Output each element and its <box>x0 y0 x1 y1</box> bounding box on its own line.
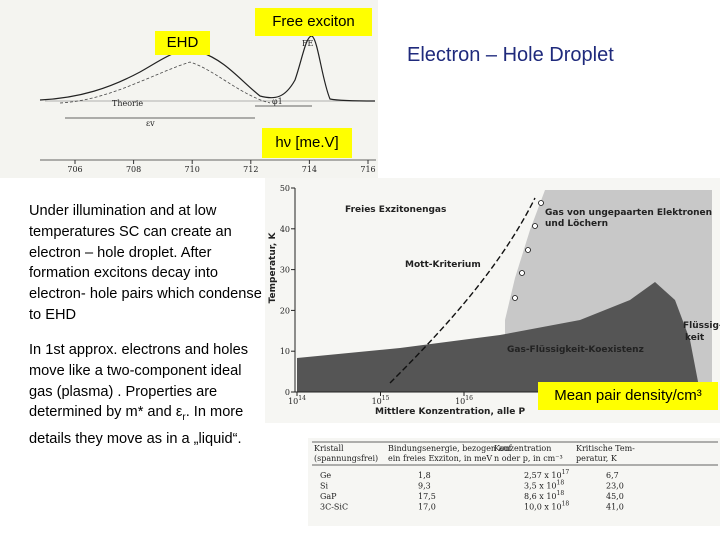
power-label: 3,5 x 1018 <box>524 480 564 491</box>
base: 10,0 x 10 <box>524 503 562 512</box>
table-header: Kritische Tem- <box>576 444 635 453</box>
base: 10 <box>455 397 465 406</box>
text: r <box>182 412 186 424</box>
base: 3,5 x 10 <box>524 482 557 491</box>
y-tick-label: 0 <box>285 388 290 397</box>
y-tick-label: 10 <box>280 347 290 356</box>
base: 8,6 x 10 <box>524 492 557 501</box>
x-tick-label: 714 <box>302 165 317 174</box>
y-tick-label: 50 <box>280 184 290 193</box>
base: 2,57 x 10 <box>524 471 562 480</box>
theory-label: Theorie <box>112 99 143 108</box>
spectrum-curve <box>39 35 376 102</box>
power-label: 8,6 x 1018 <box>524 490 564 501</box>
table-cell: 17,5 <box>418 492 436 501</box>
data-table: Kristall(spannungsfrei) Bindungsenergie, … <box>308 438 720 526</box>
table-cell: 9,3 <box>418 482 431 491</box>
free-exciton-callout: Free exciton <box>255 8 372 36</box>
table-header: Bindungsenergie, bezogen auf <box>388 444 513 453</box>
phi-label: φ1 <box>272 97 283 106</box>
table-header: n oder p, in cm⁻³ <box>494 454 563 463</box>
table-header: ein freies Exziton, in meV <box>388 454 492 463</box>
ehd-callout: EHD <box>155 31 210 55</box>
text: ε <box>175 404 183 421</box>
x-axis-label: Mittlere Konzentration, alle P <box>375 407 525 417</box>
table-cell: 6,7 <box>606 471 619 480</box>
table-header: Konzentration <box>494 444 551 453</box>
paragraph: Under illumination and at low temperatur… <box>29 203 262 323</box>
table-cell: 45,0 <box>606 492 624 501</box>
table-cell: Si <box>320 482 328 491</box>
table-cell: 3C-SiC <box>320 503 348 512</box>
power-label: 10,0 x 1018 <box>524 501 569 512</box>
exponent: 14 <box>298 395 306 402</box>
exponent: 18 <box>562 501 570 508</box>
region-label: Flüssig- <box>683 321 720 331</box>
region-label: Freies Exzitonengas <box>345 205 446 215</box>
table-cell: Ge <box>320 471 331 480</box>
region-label: und Löchern <box>545 219 608 229</box>
mott-label: Mott-Kriterium <box>405 260 481 270</box>
exponent: 17 <box>562 469 570 476</box>
table-header: Kristall <box>314 444 344 453</box>
point <box>512 295 518 301</box>
base: 10 <box>288 397 298 406</box>
text: In 1st approx. electrons and holes move … <box>29 342 249 421</box>
exponent: 15 <box>382 395 390 402</box>
table-cell: 17,0 <box>418 503 436 512</box>
power-label: 1015 <box>372 395 390 406</box>
text: . In more details they move as in a „liq… <box>29 404 244 448</box>
x-tick-label: 708 <box>126 165 141 174</box>
point <box>519 270 525 276</box>
table-cell: 41,0 <box>606 503 624 512</box>
region-label: Gas-Flüssigkeit-Koexistenz <box>507 345 644 355</box>
region-label: Gas von ungepaarten Elektronen <box>545 208 712 218</box>
power-label: 2,57 x 1017 <box>524 469 569 480</box>
power-label: 1014 <box>288 395 306 406</box>
x-tick-label: 712 <box>243 165 258 174</box>
photon-energy-callout: hν [me.V] <box>262 128 352 158</box>
y-tick-label: 40 <box>280 225 290 234</box>
y-tick-label: 20 <box>280 306 290 315</box>
y-tick-label: 30 <box>280 266 290 275</box>
coexistence-region <box>297 282 700 392</box>
exponent: 16 <box>465 395 473 402</box>
exponent: 18 <box>557 480 565 487</box>
ev-label: εv <box>146 119 155 128</box>
base: 10 <box>372 397 382 406</box>
table-cell: 23,0 <box>606 482 624 491</box>
table-header: (spannungsfrei) <box>314 454 378 463</box>
boundary-points <box>512 200 544 301</box>
table-header: peratur, K <box>576 454 618 463</box>
table-cell: GaP <box>320 492 337 501</box>
mott-line <box>389 197 536 384</box>
fe-label: FE <box>302 39 314 48</box>
scan-background <box>308 438 720 526</box>
density-callout: Mean pair density/cm³ <box>538 382 718 410</box>
y-axis-label: Temperatur, K <box>268 232 278 304</box>
point <box>538 200 544 206</box>
theory-curve <box>59 61 271 104</box>
slide-title: Electron – Hole Droplet <box>407 44 614 66</box>
region-label: keit <box>685 333 705 343</box>
x-tick-label: 710 <box>185 165 200 174</box>
table-cell: 1,8 <box>418 471 431 480</box>
x-tick-label: 716 <box>360 165 375 174</box>
point <box>525 247 531 253</box>
exponent: 18 <box>557 490 565 497</box>
paragraph: In 1st approx. electrons and holes move … <box>29 340 265 450</box>
power-label: 1016 <box>455 395 473 406</box>
x-tick-label: 706 <box>67 165 82 174</box>
point <box>532 223 538 229</box>
